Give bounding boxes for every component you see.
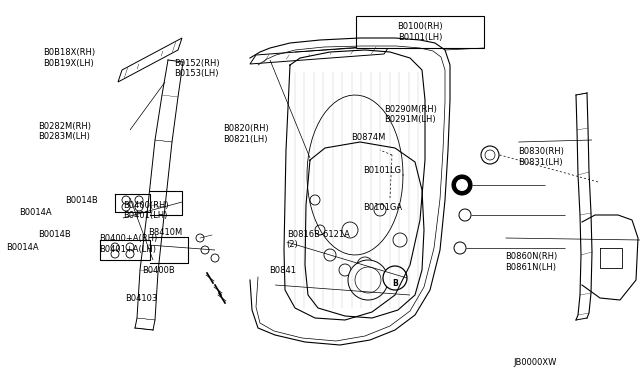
Text: B0841: B0841	[269, 266, 296, 275]
Circle shape	[126, 243, 134, 251]
Circle shape	[339, 264, 351, 276]
Circle shape	[452, 175, 472, 195]
Text: B0101GA: B0101GA	[363, 203, 402, 212]
Text: B0282M(RH)
B0283M(LH): B0282M(RH) B0283M(LH)	[38, 122, 92, 141]
Text: B0860N(RH)
B0861N(LH): B0860N(RH) B0861N(LH)	[506, 252, 558, 272]
Circle shape	[383, 266, 407, 290]
Circle shape	[111, 243, 119, 251]
Circle shape	[459, 209, 471, 221]
Text: B0014A: B0014A	[19, 208, 52, 217]
Polygon shape	[250, 45, 390, 64]
Circle shape	[126, 250, 134, 258]
Circle shape	[454, 242, 466, 254]
Text: B0400+A(RH)
B0401+A(LH): B0400+A(RH) B0401+A(LH)	[99, 234, 157, 254]
Circle shape	[315, 225, 325, 235]
Circle shape	[374, 204, 386, 216]
Text: B0014B: B0014B	[65, 196, 98, 205]
Circle shape	[135, 196, 143, 204]
Text: B0820(RH)
B0821(LH): B0820(RH) B0821(LH)	[223, 124, 268, 144]
Circle shape	[348, 260, 388, 300]
Circle shape	[211, 254, 219, 262]
Circle shape	[456, 179, 468, 191]
Text: B0101LG: B0101LG	[363, 166, 401, 174]
Text: B0830(RH)
B0831(LH): B0830(RH) B0831(LH)	[518, 147, 564, 167]
Text: B0014B: B0014B	[38, 230, 71, 239]
Text: B04103: B04103	[125, 294, 157, 303]
Circle shape	[196, 234, 204, 242]
Circle shape	[355, 267, 381, 293]
Text: B0874M: B0874M	[351, 133, 385, 142]
Circle shape	[111, 250, 119, 258]
Text: B: B	[392, 279, 398, 288]
Text: B0816B-6121A
(2): B0816B-6121A (2)	[287, 230, 349, 249]
Circle shape	[357, 257, 373, 273]
Text: B0400B: B0400B	[142, 266, 175, 275]
Text: B8410M: B8410M	[148, 228, 183, 237]
Text: B0B18X(RH)
B0B19X(LH): B0B18X(RH) B0B19X(LH)	[44, 48, 95, 68]
Text: B0014A: B0014A	[6, 243, 39, 251]
Text: B0100(RH)
B0101(LH): B0100(RH) B0101(LH)	[397, 22, 443, 42]
Circle shape	[122, 203, 130, 211]
Text: B0152(RH)
B0153(LH): B0152(RH) B0153(LH)	[174, 59, 220, 78]
Circle shape	[310, 195, 320, 205]
Circle shape	[135, 203, 143, 211]
Text: JB0000XW: JB0000XW	[513, 358, 557, 367]
Circle shape	[201, 246, 209, 254]
Text: B0290M(RH)
B0291M(LH): B0290M(RH) B0291M(LH)	[384, 105, 437, 124]
Circle shape	[485, 150, 495, 160]
Circle shape	[481, 146, 499, 164]
Polygon shape	[118, 38, 182, 82]
FancyBboxPatch shape	[356, 16, 484, 48]
Circle shape	[324, 249, 336, 261]
Circle shape	[342, 222, 358, 238]
Circle shape	[393, 233, 407, 247]
Text: B0400(RH)
B0401(LH): B0400(RH) B0401(LH)	[123, 201, 168, 220]
Circle shape	[122, 196, 130, 204]
